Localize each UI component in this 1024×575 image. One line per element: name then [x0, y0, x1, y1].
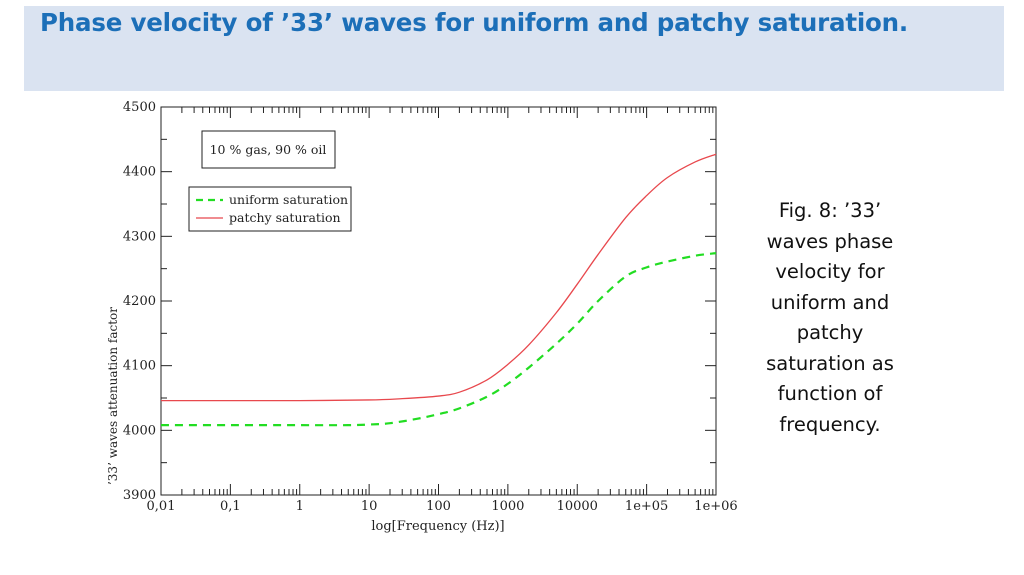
annotation-frame: [201, 130, 336, 169]
plot-area: 0,01 0,1 1 10 100 1000 10000 1e+05 1e+06 3900 4000…: [123, 100, 738, 514]
y-tick-label: 4400: [123, 165, 156, 180]
legend-frame: [188, 186, 352, 232]
x-tick-label: 0,01: [147, 499, 176, 514]
y-tick-label: 3900: [123, 488, 156, 503]
legend-label-patchy: patchy saturation: [229, 210, 341, 225]
x-tick-label: 0,1: [220, 499, 241, 514]
y-axis-label: ’33’ waves attenuation factor: [106, 307, 120, 485]
y-tick-label: 4500: [123, 100, 156, 115]
legend: uniform saturation patchy saturation: [188, 186, 352, 232]
y-tick-label: 4000: [123, 423, 156, 438]
annotation: 10 % gas, 90 % oil: [201, 130, 336, 169]
series-line-patchy-saturation: [161, 153, 717, 402]
x-tick-label: 10000: [557, 499, 598, 514]
annotation-text: 10 % gas, 90 % oil: [210, 142, 327, 157]
x-tick-label: 1: [296, 499, 304, 514]
slide-title: Phase velocity of ’33’ waves for uniform…: [40, 8, 909, 37]
x-tick-label: 1000: [491, 499, 524, 514]
y-tick-label: 4300: [123, 229, 156, 244]
figure-caption: Fig. 8: ’33’ waves phase velocity for un…: [766, 199, 894, 436]
x-axis-label: log[Frequency (Hz)]: [371, 519, 504, 534]
y-tick-label: 4100: [123, 359, 156, 374]
legend-label-uniform: uniform saturation: [229, 192, 348, 207]
title-band: [24, 6, 1004, 91]
x-tick-label: 100: [426, 499, 451, 514]
x-tick-label: 10: [361, 499, 378, 514]
y-axis-label-group: ’33’ waves attenuation factor: [106, 307, 120, 485]
y-tick-label: 4200: [123, 294, 156, 309]
series-line-uniform-saturation: [161, 252, 717, 427]
x-tick-label: 1e+06: [694, 499, 737, 514]
x-tick-label: 1e+05: [625, 499, 668, 514]
chart: ’33’ waves attenuation factor 0,01 0,1 1 10…: [106, 100, 738, 534]
